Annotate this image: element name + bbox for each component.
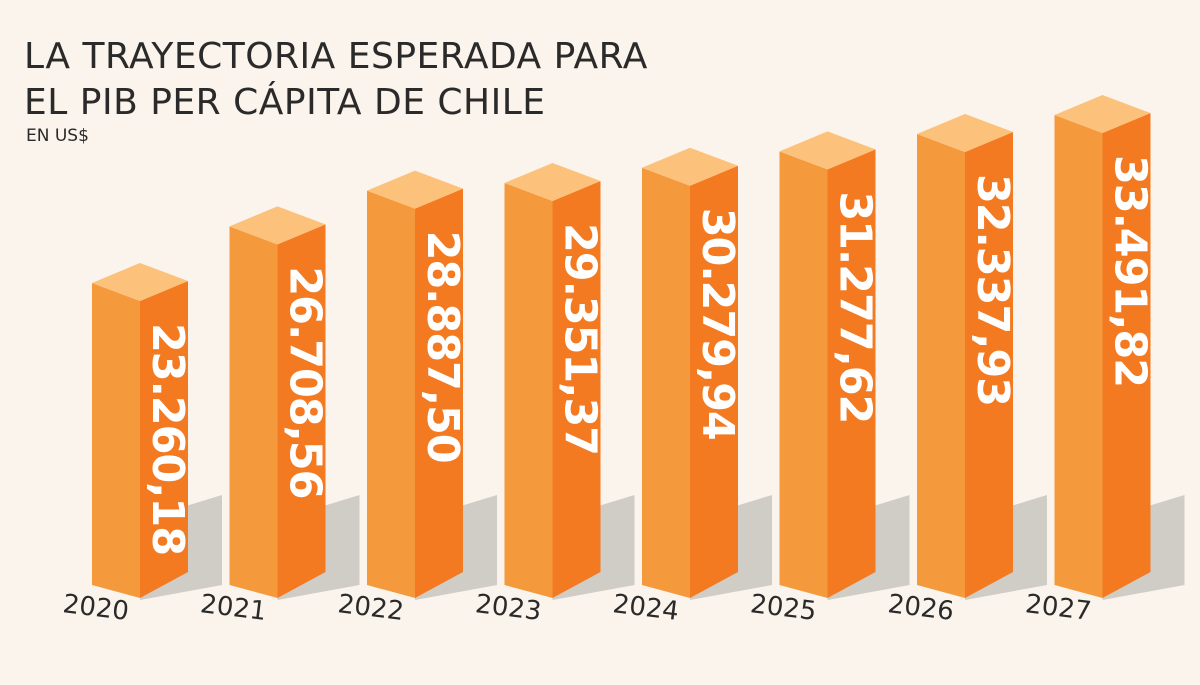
bar: 28.887,50 xyxy=(367,170,468,598)
bar: 29.351,37 xyxy=(504,162,606,599)
bar: 30.279,94 xyxy=(642,147,743,598)
bar-left-face xyxy=(92,283,140,598)
year-label: 2023 xyxy=(474,589,543,627)
year-label: 2027 xyxy=(1024,589,1093,627)
bar-front-face xyxy=(140,281,188,598)
bar-front-face xyxy=(690,165,738,598)
bar-front-face xyxy=(277,224,326,598)
chart-unit-label: EN US$ xyxy=(26,126,89,146)
bar-value-label: 33.491,82 xyxy=(1105,155,1156,387)
bar-left-face xyxy=(504,182,553,599)
year-label: 2021 xyxy=(199,589,268,627)
bar: 31.277,62 xyxy=(779,131,881,599)
bar-front-face xyxy=(965,131,1013,598)
bar: 26.708,56 xyxy=(229,206,331,598)
bar-value-label: 32.337,93 xyxy=(967,174,1018,406)
bar-top-face xyxy=(642,147,738,186)
bar: 32.337,93 xyxy=(917,113,1018,598)
bar-front-face xyxy=(1102,113,1151,598)
year-label: 2026 xyxy=(886,589,955,627)
bars: 23.260,18 26.708,56 28.887,50 29.351,37 30.2… xyxy=(92,95,1156,599)
bar-front-face xyxy=(415,188,463,598)
bar-left-face xyxy=(1054,115,1103,598)
chart-title-line-1: LA TRAYECTORIA ESPERADA PARA xyxy=(24,36,648,77)
bar-value-label: 28.887,50 xyxy=(417,231,468,463)
bar-left-face xyxy=(779,151,828,599)
bar-top-face xyxy=(504,162,601,201)
bar-left-face xyxy=(229,226,278,598)
chart-title: LA TRAYECTORIA ESPERADA PARA EL PIB PER … xyxy=(24,34,648,126)
year-label: 2022 xyxy=(336,589,405,627)
bar-value-label: 23.260,18 xyxy=(142,323,193,555)
bar-top-face xyxy=(229,206,326,245)
bar-top-face xyxy=(367,170,463,209)
bar-left-face xyxy=(917,133,965,598)
year-label: 2020 xyxy=(61,589,130,627)
bar: 23.260,18 xyxy=(92,263,193,598)
bar-top-face xyxy=(779,131,876,170)
bar-value-label: 31.277,62 xyxy=(830,191,881,423)
year-label: 2024 xyxy=(611,589,680,627)
bar-top-face xyxy=(917,113,1013,152)
bar-left-face xyxy=(642,167,690,598)
chart-title-line-2: EL PIB PER CÁPITA DE CHILE xyxy=(24,82,546,123)
bar-front-face xyxy=(552,180,601,599)
bar-top-face xyxy=(92,263,188,301)
bar-value-label: 29.351,37 xyxy=(555,223,606,455)
bar-value-label: 26.708,56 xyxy=(280,266,331,498)
bar: 33.491,82 xyxy=(1054,95,1156,598)
year-label: 2025 xyxy=(749,589,818,627)
bar-top-face xyxy=(1054,95,1151,133)
bar-front-face xyxy=(827,149,876,599)
bar-value-label: 30.279,94 xyxy=(692,208,743,440)
bar-left-face xyxy=(367,190,415,598)
